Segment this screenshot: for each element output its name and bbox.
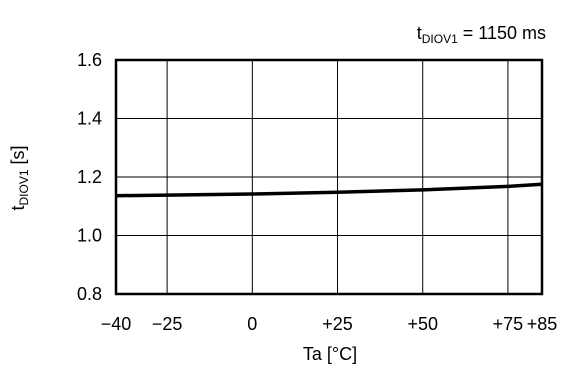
y-tick-label: 1.2 [77,167,102,187]
x-tick-label: +50 [407,314,438,334]
y-tick-labels: 0.8 1.0 1.2 1.4 1.6 [77,50,102,304]
x-tick-label: −40 [101,314,132,334]
x-tick-label: 0 [247,314,257,334]
y-axis-label: tDIOV1 [s] [8,145,31,210]
x-tick-label: +75 [493,314,524,334]
chart-annotation: tDIOV1 = 1150 ms [417,23,546,46]
series-line [115,182,543,198]
y-tick-label: 1.4 [77,109,102,129]
x-tick-labels: −40 −25 0 +25 +50 +75 +85 [101,314,558,334]
y-tick-label: 0.8 [77,284,102,304]
plot-frame [114,58,544,296]
y-tick-label: 1.6 [77,50,102,70]
x-axis-label: Ta [°C] [303,344,357,364]
x-tick-label: +85 [527,314,558,334]
grid [116,60,542,294]
y-tick-label: 1.0 [77,226,102,246]
x-tick-label: −25 [152,314,183,334]
series-layer [115,182,543,198]
x-tick-label: +25 [322,314,353,334]
